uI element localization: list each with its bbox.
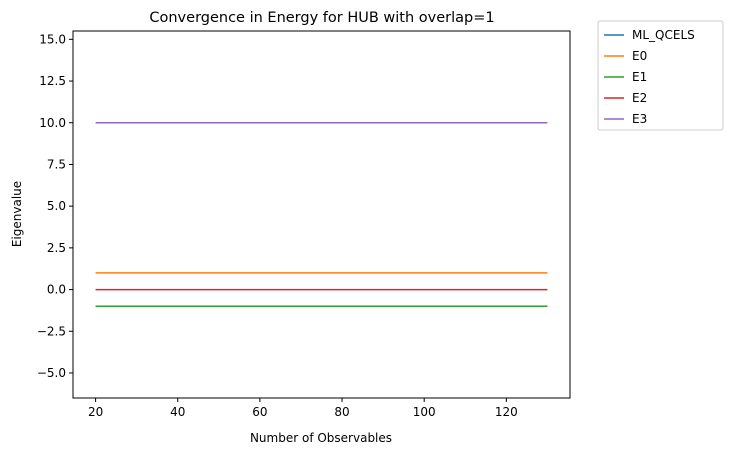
x-tick-label: 20 xyxy=(88,405,103,419)
x-axis-label: Number of Observables xyxy=(250,431,392,445)
plot-area xyxy=(72,30,571,399)
x-tick-label: 100 xyxy=(413,405,436,419)
legend-label: E3 xyxy=(632,112,647,126)
x-tick-label: 80 xyxy=(334,405,349,419)
legend: ML_QCELS E0 E1 E2 E3 xyxy=(597,20,724,131)
chart-title: Convergence in Energy for HUB with overl… xyxy=(149,10,494,26)
y-axis: −5.0 −2.5 0.0 2.5 5.0 7.5 10.0 12.5 15.0 xyxy=(37,32,73,380)
y-tick-label: 5.0 xyxy=(47,199,66,213)
y-tick-label: −2.5 xyxy=(37,324,66,338)
y-axis-label: Eigenvalue xyxy=(10,181,24,247)
legend-label: E2 xyxy=(632,91,647,105)
series-layer xyxy=(95,122,548,307)
legend-label: ML_QCELS xyxy=(632,28,695,42)
x-tick-label: 60 xyxy=(252,405,267,419)
y-tick-label: 12.5 xyxy=(39,74,66,88)
legend-label: E1 xyxy=(632,70,647,84)
legend-box xyxy=(597,20,724,131)
x-tick-label: 120 xyxy=(495,405,518,419)
y-tick-label: 15.0 xyxy=(39,32,66,46)
y-tick-label: 0.0 xyxy=(47,283,66,297)
y-tick-label: 7.5 xyxy=(47,157,66,171)
x-tick-label: 40 xyxy=(170,405,185,419)
y-tick-label: 2.5 xyxy=(47,241,66,255)
legend-label: E0 xyxy=(632,49,647,63)
y-tick-label: −5.0 xyxy=(37,366,66,380)
x-axis: 20 40 60 80 100 120 xyxy=(88,398,518,419)
y-tick-label: 10.0 xyxy=(39,116,66,130)
